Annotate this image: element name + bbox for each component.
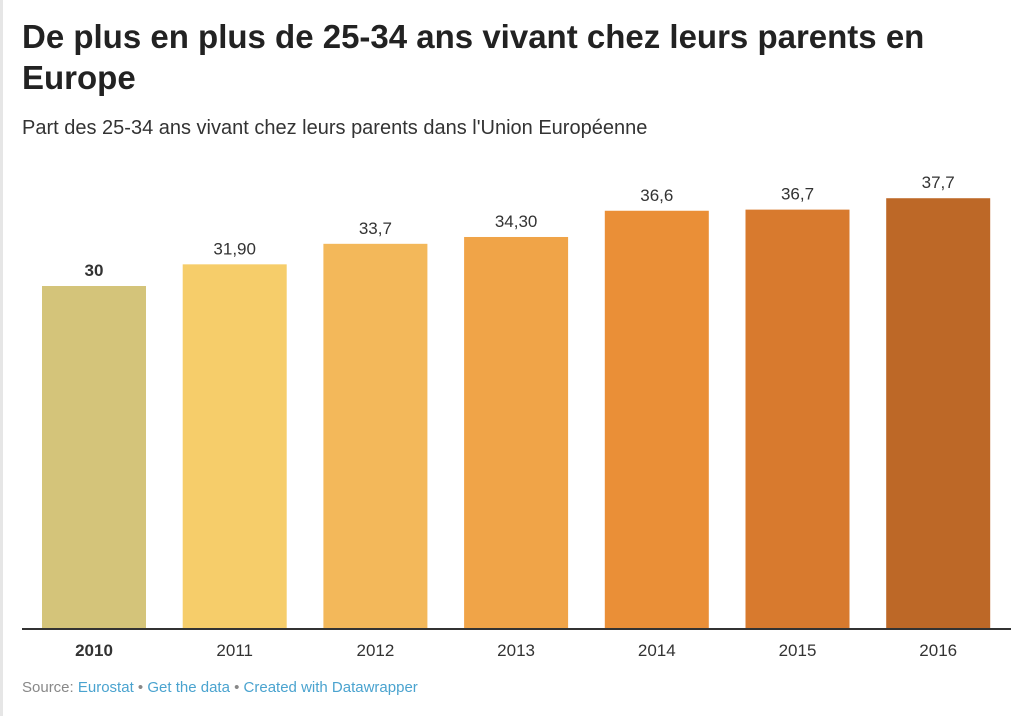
separator: •	[234, 679, 240, 696]
chart-subtitle: Part des 25-34 ans vivant chez leurs par…	[22, 117, 648, 139]
bar-2016	[886, 198, 991, 628]
chart-title: De plus en plus de 25-34 ans vivant chez…	[22, 18, 925, 96]
value-label: 36,6	[640, 186, 673, 205]
value-label: 33,7	[359, 219, 392, 238]
footer: Source: Eurostat • Get the data • Create…	[22, 679, 418, 696]
value-label: 36,7	[781, 185, 814, 204]
bar-2013	[464, 236, 569, 629]
value-label: 31,90	[213, 239, 256, 258]
datawrapper-link[interactable]: Created with Datawrapper	[243, 679, 418, 696]
x-tick-label: 2013	[497, 641, 535, 660]
bar-2012	[323, 243, 428, 628]
bar-2015	[745, 209, 850, 628]
value-label: 30	[85, 261, 104, 280]
get-data-link[interactable]: Get the data	[147, 679, 230, 696]
x-tick-label: 2014	[638, 641, 676, 660]
separator: •	[137, 679, 144, 696]
bar-2011	[182, 264, 287, 628]
x-tick-label: 2016	[919, 641, 957, 660]
source-link[interactable]: Eurostat	[77, 679, 134, 696]
bar-chart: 30 2010 31,90 2011 33,7 2012 34,30 2013 36,6 2014…	[22, 173, 1011, 660]
source-label: Source:	[22, 679, 74, 696]
x-tick-label: 2015	[779, 641, 817, 660]
x-tick-label: 2012	[356, 641, 394, 660]
value-label: 37,7	[922, 173, 955, 192]
bar-2014	[604, 210, 709, 628]
x-tick-label: 2011	[216, 641, 253, 660]
x-tick-label: 2010	[75, 641, 113, 660]
bar-2010	[42, 286, 146, 628]
value-label: 34,30	[495, 212, 538, 231]
